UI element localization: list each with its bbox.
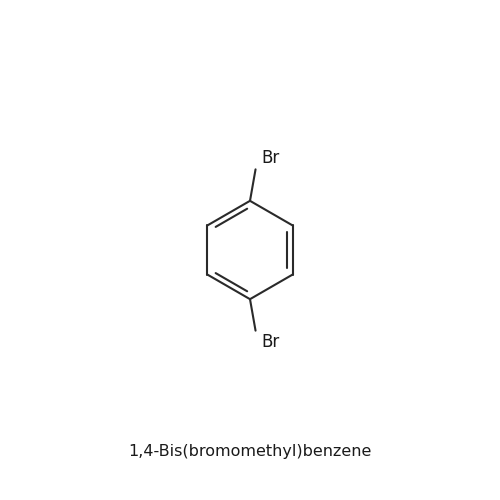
Text: 1,4-Bis(bromomethyl)benzene: 1,4-Bis(bromomethyl)benzene: [128, 444, 372, 459]
Text: Br: Br: [262, 149, 280, 167]
Text: Br: Br: [262, 333, 280, 351]
